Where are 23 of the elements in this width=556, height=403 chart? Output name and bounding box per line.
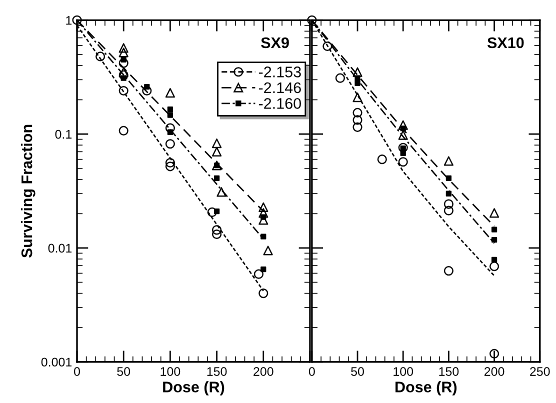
x-axis-title: Dose (R) [163,381,224,396]
legend-label: -2.160 [258,98,301,109]
x-tick-label: 150 [439,367,459,376]
x-tick-label: 200 [484,367,504,376]
x-tick-label: 200 [254,367,274,376]
y-tick-label: 0.1 [55,130,72,139]
x-tick-label: 100 [394,367,414,376]
legend-label: -2.153 [258,66,301,78]
x-tick-label: 100 [160,367,180,376]
y-tick-label: 0.01 [48,244,72,253]
y-axis-title: Surviving Fraction [21,124,36,258]
legend-label: -2.146 [258,82,301,94]
x-tick-label: 50 [117,367,130,376]
text: SX10 [487,37,524,48]
y-tick-label: 0.001 [41,358,72,367]
y-tick-label: 1 [66,16,72,25]
text: SX9 [261,37,289,48]
x-tick-label: 0 [74,367,80,376]
x-tick-label: 0 [308,367,315,376]
x-tick-label: 250 [530,367,550,376]
x-axis-title: Dose (R) [396,381,457,396]
x-tick-label: 50 [351,367,364,376]
x-tick-label: 150 [207,367,227,376]
